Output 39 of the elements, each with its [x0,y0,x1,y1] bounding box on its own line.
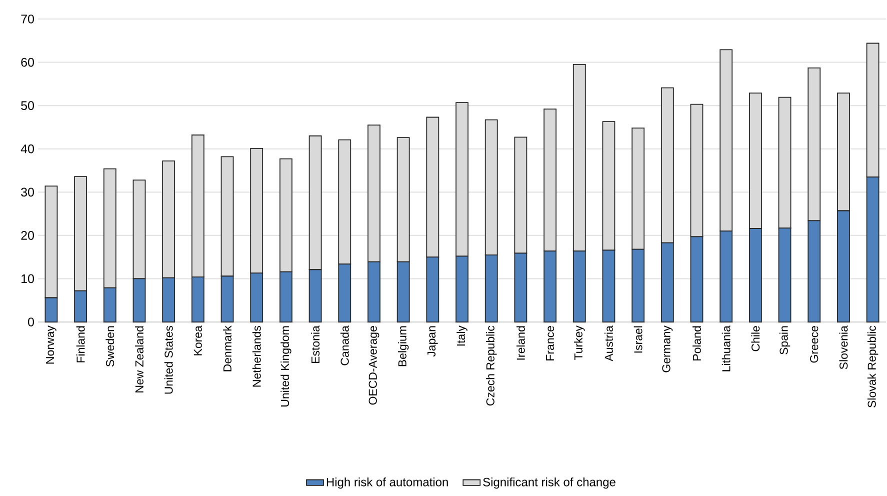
x-tick-label: Turkey [574,326,585,360]
x-tick-label: Ireland [516,326,525,360]
x-tick-label: Greece [810,326,818,363]
y-tick-label: 60 [21,58,34,67]
x-tick-label: Czech Republic [486,326,497,406]
y-tick-label: 40 [20,144,34,154]
x-tick-label: Lithuania [722,326,730,372]
x-tick-label: Norway [46,326,56,364]
x-tick-label: Austria [604,326,613,362]
x-tick-label: Denmark [223,326,232,372]
legend-label: High risk of automation [326,477,448,489]
x-tick-label: Estonia [311,326,320,363]
x-tick-label: Finland [76,326,85,362]
x-tick-label: Japan [428,326,438,357]
x-tick-label: Netherlands [252,326,261,387]
x-tick-label: OECD-Average [368,326,380,405]
x-tick-label: Belgium [398,326,409,366]
x-tick-label: United States [164,326,173,394]
x-tick-label: Israel [634,326,642,353]
y-tick-label: 0 [28,318,34,326]
x-tick-label: Slovenia [839,326,848,370]
x-tick-label: Korea [194,326,202,356]
x-tick-label: Italy [456,326,468,346]
x-tick-label: Poland [692,326,701,360]
y-tick-label: 30 [21,188,34,197]
y-tick-label: 50 [21,101,34,110]
x-tick-label: New Zealand [135,326,144,392]
y-tick-label: 20 [21,230,34,240]
legend-label: Significant risk of change [483,477,616,489]
x-tick-label: Spain [779,326,790,354]
x-tick-label: Canada [340,326,349,366]
x-tick-label: Slovak Republic [867,326,878,408]
x-tick-label: Chile [751,326,760,352]
x-tick-label: France [546,326,554,360]
x-tick-label: United Kingdom [280,326,292,406]
y-tick-label: 10 [22,274,34,284]
x-tick-label: Sweden [106,326,114,367]
y-tick-label: 70 [21,14,34,24]
x-tick-label: Germany [662,326,673,372]
